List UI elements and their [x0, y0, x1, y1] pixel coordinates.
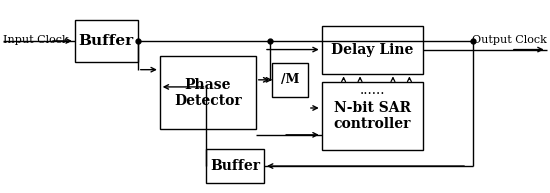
- Bar: [322, 82, 423, 150]
- Text: Delay Line: Delay Line: [331, 42, 414, 57]
- Text: Output Clock: Output Clock: [472, 35, 547, 45]
- Bar: [322, 26, 423, 74]
- Text: Buffer: Buffer: [210, 159, 260, 173]
- Text: Phase
Detector: Phase Detector: [174, 78, 241, 108]
- Text: /M: /M: [281, 73, 299, 86]
- Bar: [160, 56, 256, 129]
- Bar: [206, 149, 264, 183]
- Bar: [272, 63, 308, 96]
- Text: N-bit SAR
controller: N-bit SAR controller: [334, 101, 411, 131]
- Text: Buffer: Buffer: [79, 34, 134, 48]
- Text: Input Clock: Input Clock: [3, 35, 69, 45]
- Bar: [75, 20, 138, 62]
- Text: ......: ......: [359, 83, 385, 97]
